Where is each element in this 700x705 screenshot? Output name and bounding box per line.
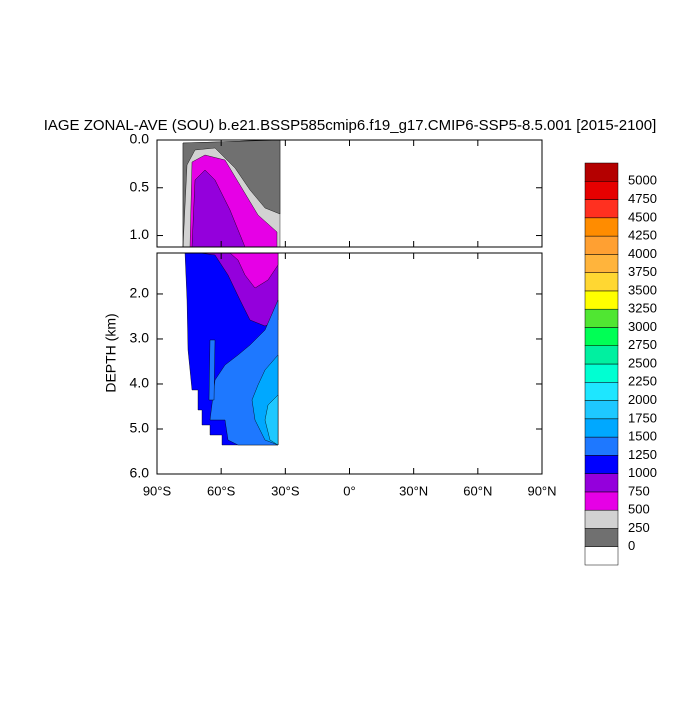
colorbar-label: 0 (628, 538, 635, 553)
colorbar-box (584, 217, 619, 237)
colorbar-label: 250 (628, 520, 650, 535)
colorbar-label: 750 (628, 483, 650, 498)
colorbar-box (584, 473, 619, 493)
contour-region (182, 139, 281, 248)
y-tick-label: 2.0 (130, 285, 150, 301)
colorbar-label: 4250 (628, 228, 657, 243)
x-tick-label: 90°N (527, 483, 556, 498)
colorbar-box (584, 418, 619, 438)
colorbar-box (584, 400, 619, 420)
colorbar-box (584, 199, 619, 219)
colorbar-label: 1250 (628, 447, 657, 462)
colorbar-label: 1000 (628, 465, 657, 480)
x-tick-label: 60°N (463, 483, 492, 498)
colorbar-box (584, 290, 619, 310)
y-tick-label: 4.0 (130, 375, 150, 391)
colorbar-label: 4750 (628, 191, 657, 206)
colorbar-box (584, 363, 619, 383)
colorbar-box (584, 308, 619, 328)
colorbar-box (584, 181, 619, 200)
colorbar-label: 5000 (628, 173, 657, 188)
contour-region (208, 339, 216, 401)
y-tick-label: 3.0 (130, 330, 150, 346)
x-tick-label: 30°N (399, 483, 428, 498)
colorbar-box (584, 272, 619, 292)
chart-title: IAGE ZONAL-AVE (SOU) b.e21.BSSP585cmip6.… (44, 117, 657, 134)
colorbar-box (584, 254, 619, 273)
contour-field (182, 139, 281, 446)
colorbar-label: 2500 (628, 355, 657, 370)
contour-region (229, 252, 279, 289)
x-tick-label: 0° (343, 483, 355, 498)
colorbar-box (584, 455, 619, 474)
colorbar-box (584, 509, 619, 529)
colorbar-box (584, 546, 619, 566)
colorbar-label: 2250 (628, 374, 657, 389)
colorbar-box (584, 528, 619, 547)
y-tick-label: 0.5 (130, 178, 150, 194)
y-tick-label: 0.0 (130, 131, 150, 147)
x-tick-label: 90°S (143, 483, 172, 498)
colorbar-label: 1750 (628, 410, 657, 425)
colorbar-label: 2000 (628, 392, 657, 407)
colorbar-label: 4000 (628, 246, 657, 261)
y-tick-label: 1.0 (130, 226, 150, 242)
x-tick-label: 30°S (271, 483, 300, 498)
y-axis-label: DEPTH (km) (103, 313, 119, 392)
colorbar-box (584, 162, 619, 182)
colorbar-label: 3500 (628, 282, 657, 297)
colorbar-box (584, 436, 619, 456)
colorbar-box (584, 327, 619, 346)
colorbar-label: 500 (628, 502, 650, 517)
contour-region (264, 394, 279, 446)
y-tick-label: 5.0 (130, 420, 150, 436)
colorbar-box (584, 382, 619, 401)
colorbar-box (584, 345, 619, 365)
colorbar-label: 4500 (628, 209, 657, 224)
colorbar-label: 1500 (628, 429, 657, 444)
colorbar-box (584, 491, 619, 511)
colorbar-label: 3250 (628, 301, 657, 316)
y-tick-label: 6.0 (130, 465, 150, 481)
colorbar-box (584, 235, 619, 255)
colorbar-label: 3000 (628, 319, 657, 334)
colorbar-label: 3750 (628, 264, 657, 279)
x-tick-label: 60°S (207, 483, 236, 498)
colorbar-label: 2750 (628, 337, 657, 352)
